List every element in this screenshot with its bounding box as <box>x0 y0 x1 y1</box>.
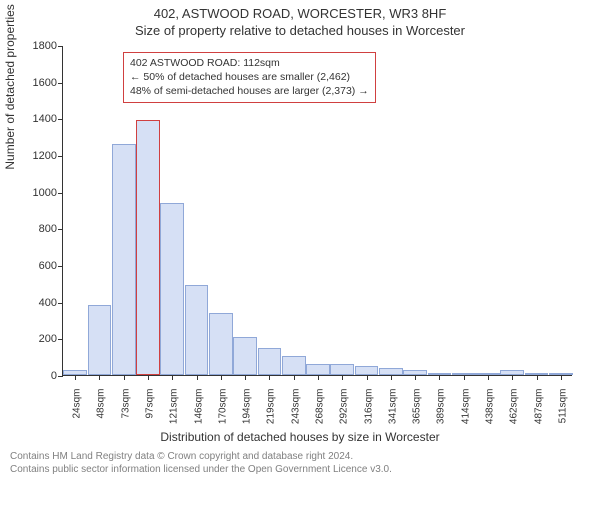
x-tick <box>342 375 343 380</box>
histogram-bar <box>209 313 233 375</box>
property-callout: 402 ASTWOOD ROAD: 112sqm← 50% of detache… <box>123 52 376 103</box>
y-tick <box>58 229 63 230</box>
histogram-bar <box>112 144 136 375</box>
histogram-bar <box>330 364 354 375</box>
x-tick <box>318 375 319 380</box>
y-tick <box>58 156 63 157</box>
histogram-bar <box>88 305 112 375</box>
x-tick <box>367 375 368 380</box>
histogram-chart: Number of detached properties 402 ASTWOO… <box>62 46 572 376</box>
x-tick <box>439 375 440 380</box>
y-tick-label: 1600 <box>21 77 57 89</box>
x-tick <box>415 375 416 380</box>
x-tick-label: 170sqm <box>217 389 228 439</box>
x-tick <box>269 375 270 380</box>
y-tick-label: 800 <box>21 223 57 235</box>
y-tick <box>58 339 63 340</box>
y-tick-label: 1400 <box>21 113 57 125</box>
x-tick <box>148 375 149 380</box>
x-tick-label: 438sqm <box>485 389 496 439</box>
x-tick <box>464 375 465 380</box>
x-tick <box>561 375 562 380</box>
histogram-bar <box>233 337 257 376</box>
x-tick <box>391 375 392 380</box>
x-tick-label: 97sqm <box>145 389 156 439</box>
footer-copyright-2: Contains public sector information licen… <box>10 463 590 476</box>
callout-line: 402 ASTWOOD ROAD: 112sqm <box>130 56 369 70</box>
x-tick-label: 194sqm <box>242 389 253 439</box>
x-tick <box>172 375 173 380</box>
y-tick <box>58 119 63 120</box>
y-tick-label: 400 <box>21 297 57 309</box>
x-tick <box>221 375 222 380</box>
x-tick <box>99 375 100 380</box>
histogram-bar <box>160 203 184 375</box>
x-tick-label: 365sqm <box>412 389 423 439</box>
histogram-bar <box>355 366 379 375</box>
y-tick-label: 1800 <box>21 40 57 52</box>
y-axis-title: Number of detached properties <box>3 4 17 169</box>
y-tick <box>58 376 63 377</box>
x-tick-label: 24sqm <box>72 389 83 439</box>
y-tick <box>58 46 63 47</box>
y-tick <box>58 193 63 194</box>
page-title-address: 402, ASTWOOD ROAD, WORCESTER, WR3 8HF <box>0 6 600 21</box>
callout-line: 48% of semi-detached houses are larger (… <box>130 84 369 98</box>
x-tick-label: 48sqm <box>96 389 107 439</box>
x-tick-label: 268sqm <box>315 389 326 439</box>
x-tick-label: 389sqm <box>436 389 447 439</box>
x-tick <box>537 375 538 380</box>
x-tick <box>124 375 125 380</box>
x-tick-label: 121sqm <box>169 389 180 439</box>
callout-line: ← 50% of detached houses are smaller (2,… <box>130 70 369 84</box>
x-tick-label: 243sqm <box>290 389 301 439</box>
y-tick-label: 1200 <box>21 150 57 162</box>
x-tick-label: 316sqm <box>363 389 374 439</box>
histogram-bar <box>379 368 403 375</box>
x-tick-label: 511sqm <box>557 389 568 439</box>
y-tick-label: 1000 <box>21 187 57 199</box>
x-tick-label: 292sqm <box>339 389 350 439</box>
x-tick-label: 146sqm <box>193 389 204 439</box>
y-tick-label: 0 <box>21 370 57 382</box>
histogram-bar <box>185 285 209 375</box>
x-tick <box>488 375 489 380</box>
page-title-desc: Size of property relative to detached ho… <box>0 23 600 38</box>
y-tick-label: 200 <box>21 333 57 345</box>
x-tick <box>197 375 198 380</box>
x-tick-label: 73sqm <box>120 389 131 439</box>
y-tick <box>58 83 63 84</box>
x-tick-label: 487sqm <box>533 389 544 439</box>
x-tick-label: 219sqm <box>266 389 277 439</box>
x-tick <box>294 375 295 380</box>
histogram-bar <box>306 364 330 375</box>
x-tick <box>512 375 513 380</box>
footer-copyright-1: Contains HM Land Registry data © Crown c… <box>10 450 590 463</box>
histogram-bar <box>282 356 306 375</box>
x-tick-label: 462sqm <box>509 389 520 439</box>
x-tick-label: 414sqm <box>460 389 471 439</box>
x-tick <box>245 375 246 380</box>
y-tick <box>58 266 63 267</box>
y-tick-label: 600 <box>21 260 57 272</box>
x-tick <box>75 375 76 380</box>
histogram-bar <box>258 348 282 376</box>
y-tick <box>58 303 63 304</box>
x-tick-label: 341sqm <box>387 389 398 439</box>
highlighted-bar <box>136 120 160 375</box>
